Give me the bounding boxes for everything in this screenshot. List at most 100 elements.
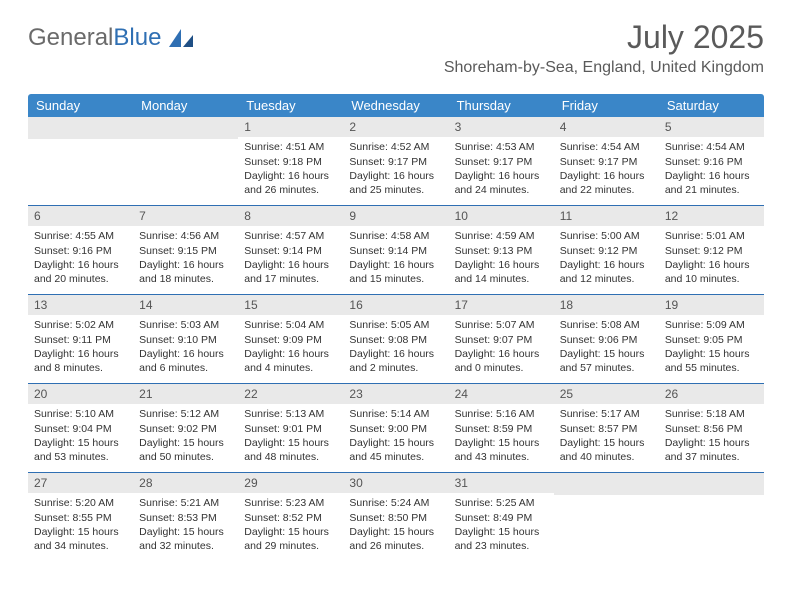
- day-number: 18: [554, 295, 659, 315]
- calendar-cell: 24Sunrise: 5:16 AMSunset: 8:59 PMDayligh…: [449, 384, 554, 473]
- calendar-cell: 21Sunrise: 5:12 AMSunset: 9:02 PMDayligh…: [133, 384, 238, 473]
- daylight-line: Daylight: 16 hours and 20 minutes.: [34, 258, 127, 286]
- daylight-line: Daylight: 16 hours and 25 minutes.: [349, 169, 442, 197]
- daylight-line: Daylight: 15 hours and 50 minutes.: [139, 436, 232, 464]
- day-details: Sunrise: 5:07 AMSunset: 9:07 PMDaylight:…: [449, 315, 554, 379]
- sunset-line: Sunset: 9:07 PM: [455, 333, 548, 347]
- daylight-line: Daylight: 15 hours and 34 minutes.: [34, 525, 127, 553]
- daylight-line: Daylight: 15 hours and 48 minutes.: [244, 436, 337, 464]
- day-number: 22: [238, 384, 343, 404]
- calendar-cell: 26Sunrise: 5:18 AMSunset: 8:56 PMDayligh…: [659, 384, 764, 473]
- day-details: Sunrise: 5:16 AMSunset: 8:59 PMDaylight:…: [449, 404, 554, 468]
- calendar-week-row: 13Sunrise: 5:02 AMSunset: 9:11 PMDayligh…: [28, 295, 764, 384]
- daylight-line: Daylight: 16 hours and 21 minutes.: [665, 169, 758, 197]
- page: GeneralBlue July 2025 Shoreham-by-Sea, E…: [0, 0, 792, 612]
- sunrise-line: Sunrise: 5:10 AM: [34, 407, 127, 421]
- sunrise-line: Sunrise: 5:03 AM: [139, 318, 232, 332]
- day-details: Sunrise: 5:12 AMSunset: 9:02 PMDaylight:…: [133, 404, 238, 468]
- day-details: Sunrise: 4:54 AMSunset: 9:17 PMDaylight:…: [554, 137, 659, 201]
- sunset-line: Sunset: 9:05 PM: [665, 333, 758, 347]
- daylight-line: Daylight: 15 hours and 45 minutes.: [349, 436, 442, 464]
- sunset-line: Sunset: 8:52 PM: [244, 511, 337, 525]
- sunset-line: Sunset: 9:10 PM: [139, 333, 232, 347]
- brand-part1: General: [28, 24, 113, 52]
- day-number: 4: [554, 117, 659, 137]
- daylight-line: Daylight: 16 hours and 14 minutes.: [455, 258, 548, 286]
- calendar-cell: 23Sunrise: 5:14 AMSunset: 9:00 PMDayligh…: [343, 384, 448, 473]
- day-number: 1: [238, 117, 343, 137]
- day-number: 2: [343, 117, 448, 137]
- sunset-line: Sunset: 9:06 PM: [560, 333, 653, 347]
- calendar-cell: 27 Sunrise: 5:20 AMSunset: 8:55 PMDayligh…: [28, 473, 133, 562]
- daylight-line: Daylight: 16 hours and 15 minutes.: [349, 258, 442, 286]
- day-number: 12: [659, 206, 764, 226]
- calendar-cell: 18Sunrise: 5:08 AMSunset: 9:06 PMDayligh…: [554, 295, 659, 384]
- day-number: 5: [659, 117, 764, 137]
- day-number: 9: [343, 206, 448, 226]
- sunset-line: Sunset: 9:18 PM: [244, 155, 337, 169]
- day-details: Sunrise: 4:59 AMSunset: 9:13 PMDaylight:…: [449, 226, 554, 290]
- sunset-line: Sunset: 9:01 PM: [244, 422, 337, 436]
- calendar-cell: 22Sunrise: 5:13 AMSunset: 9:01 PMDayligh…: [238, 384, 343, 473]
- day-number: 20: [28, 384, 133, 404]
- sunrise-line: Sunrise: 5:20 AM: [34, 496, 127, 510]
- calendar-cell: 3Sunrise: 4:53 AMSunset: 9:17 PMDaylight…: [449, 117, 554, 206]
- sunset-line: Sunset: 8:59 PM: [455, 422, 548, 436]
- sunset-line: Sunset: 8:56 PM: [665, 422, 758, 436]
- sunset-line: Sunset: 9:17 PM: [560, 155, 653, 169]
- sunrise-line: Sunrise: 5:07 AM: [455, 318, 548, 332]
- day-number: 31: [449, 473, 554, 493]
- daylight-line: Daylight: 16 hours and 22 minutes.: [560, 169, 653, 197]
- sunrise-line: Sunrise: 5:01 AM: [665, 229, 758, 243]
- brand-logo: GeneralBlue: [28, 24, 195, 52]
- day-number: 29: [238, 473, 343, 493]
- weekday-header: Sunday: [28, 94, 133, 117]
- daylight-line: Daylight: 16 hours and 10 minutes.: [665, 258, 758, 286]
- day-number: 11: [554, 206, 659, 226]
- day-number: 14: [133, 295, 238, 315]
- header: GeneralBlue July 2025 Shoreham-by-Sea, E…: [28, 18, 764, 88]
- sunset-line: Sunset: 8:57 PM: [560, 422, 653, 436]
- day-details: Sunrise: 5:18 AMSunset: 8:56 PMDaylight:…: [659, 404, 764, 468]
- daylight-line: Daylight: 16 hours and 6 minutes.: [139, 347, 232, 375]
- calendar-week-row: 27Sunrise: 5:20 AMSunset: 8:55 PMDayligh…: [28, 473, 764, 562]
- day-number: 27: [28, 473, 133, 493]
- day-details: Sunrise: 5:10 AMSunset: 9:04 PMDaylight:…: [28, 404, 133, 468]
- sunrise-line: Sunrise: 4:54 AM: [560, 140, 653, 154]
- day-details: Sunrise: 5:00 AMSunset: 9:12 PMDaylight:…: [554, 226, 659, 290]
- day-number: 28: [133, 473, 238, 493]
- day-number: 8: [238, 206, 343, 226]
- sunset-line: Sunset: 9:15 PM: [139, 244, 232, 258]
- calendar-cell: 6Sunrise: 4:55 AMSunset: 9:16 PMDaylight…: [28, 206, 133, 295]
- sunset-line: Sunset: 8:49 PM: [455, 511, 548, 525]
- daylight-line: Daylight: 15 hours and 23 minutes.: [455, 525, 548, 553]
- day-details: Sunrise: 5:24 AMSunset: 8:50 PMDaylight:…: [343, 493, 448, 557]
- day-details: Sunrise: 5:25 AMSunset: 8:49 PMDaylight:…: [449, 493, 554, 557]
- calendar-table: Sunday Monday Tuesday Wednesday Thursday…: [28, 94, 764, 561]
- calendar-week-row: 6Sunrise: 4:55 AMSunset: 9:16 PMDaylight…: [28, 206, 764, 295]
- calendar-cell: 14 Sunrise: 5:03 AMSunset: 9:10 PMDayligh…: [133, 295, 238, 384]
- sunrise-line: Sunrise: 5:25 AM: [455, 496, 548, 510]
- calendar-cell: 5Sunrise: 4:54 AMSunset: 9:16 PMDaylight…: [659, 117, 764, 206]
- sunset-line: Sunset: 8:55 PM: [34, 511, 127, 525]
- day-number: 24: [449, 384, 554, 404]
- day-number: 25: [554, 384, 659, 404]
- calendar-cell: 2Sunrise: 4:52 AMSunset: 9:17 PMDaylight…: [343, 117, 448, 206]
- day-details: Sunrise: 4:57 AMSunset: 9:14 PMDaylight:…: [238, 226, 343, 290]
- calendar-cell: [133, 117, 238, 206]
- day-details: Sunrise: 4:56 AMSunset: 9:15 PMDaylight:…: [133, 226, 238, 290]
- calendar-header-row: Sunday Monday Tuesday Wednesday Thursday…: [28, 94, 764, 117]
- sunset-line: Sunset: 9:16 PM: [665, 155, 758, 169]
- brand-sail-icon: [167, 27, 195, 49]
- sunset-line: Sunset: 9:08 PM: [349, 333, 442, 347]
- daylight-line: Daylight: 16 hours and 4 minutes.: [244, 347, 337, 375]
- daylight-line: Daylight: 15 hours and 26 minutes.: [349, 525, 442, 553]
- weekday-header: Wednesday: [343, 94, 448, 117]
- calendar-cell: 19Sunrise: 5:09 AMSunset: 9:05 PMDayligh…: [659, 295, 764, 384]
- brand-part2: Blue: [113, 24, 161, 52]
- sunrise-line: Sunrise: 5:00 AM: [560, 229, 653, 243]
- calendar-cell: 30Sunrise: 5:24 AMSunset: 8:50 PMDayligh…: [343, 473, 448, 562]
- sunrise-line: Sunrise: 5:14 AM: [349, 407, 442, 421]
- weekday-header: Saturday: [659, 94, 764, 117]
- calendar-cell: 29Sunrise: 5:23 AMSunset: 8:52 PMDayligh…: [238, 473, 343, 562]
